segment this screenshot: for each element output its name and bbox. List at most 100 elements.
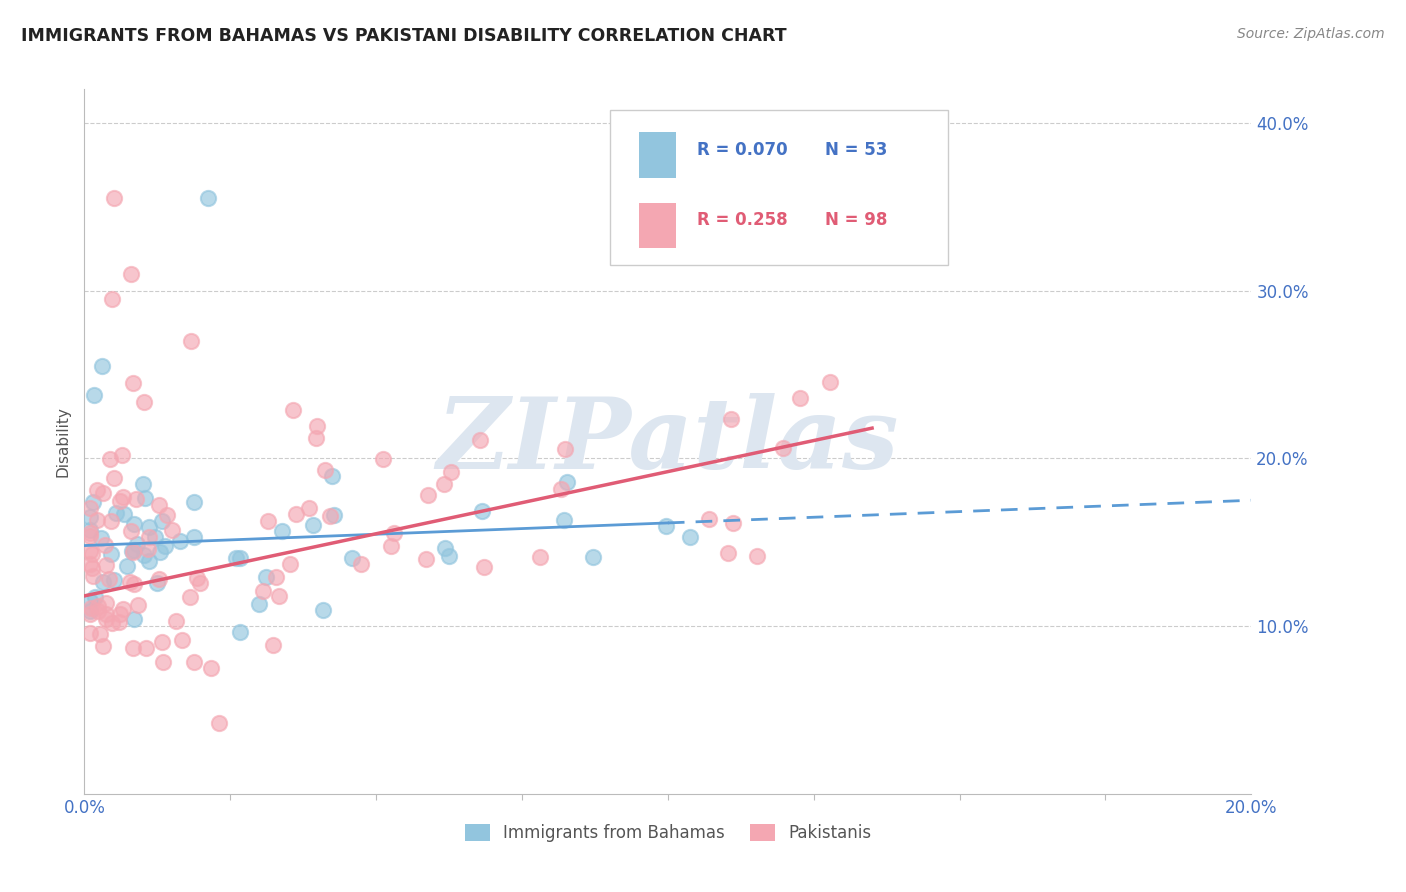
Point bbox=[82, 569, 104, 583]
Point bbox=[103, 471, 125, 485]
Text: Source: ZipAtlas.com: Source: ZipAtlas.com bbox=[1237, 27, 1385, 41]
Point bbox=[94, 558, 117, 573]
Point bbox=[79, 625, 101, 640]
Point bbox=[121, 545, 143, 559]
Point bbox=[136, 542, 159, 557]
Point bbox=[143, 530, 166, 544]
Point bbox=[79, 509, 101, 524]
Point bbox=[179, 591, 201, 605]
Point bbox=[121, 641, 143, 656]
Text: R = 0.258: R = 0.258 bbox=[697, 211, 787, 229]
Point bbox=[529, 550, 551, 565]
Point bbox=[127, 598, 149, 612]
Legend: Immigrants from Bahamas, Pakistanis: Immigrants from Bahamas, Pakistanis bbox=[458, 817, 877, 849]
Point bbox=[433, 476, 456, 491]
Point bbox=[101, 292, 124, 306]
Point bbox=[416, 488, 439, 502]
Point bbox=[655, 519, 678, 533]
Point bbox=[79, 524, 101, 538]
Point bbox=[115, 559, 138, 574]
FancyBboxPatch shape bbox=[610, 111, 948, 266]
Point bbox=[153, 539, 176, 553]
Point bbox=[254, 570, 277, 584]
Point bbox=[125, 491, 148, 506]
Point bbox=[818, 376, 841, 390]
Point bbox=[93, 486, 115, 500]
Point bbox=[437, 549, 460, 563]
Point bbox=[340, 550, 363, 565]
Point bbox=[91, 359, 114, 373]
Point bbox=[80, 600, 103, 615]
Point bbox=[165, 614, 187, 628]
Point bbox=[79, 544, 101, 558]
Point bbox=[84, 591, 107, 605]
Point bbox=[79, 594, 101, 608]
Point bbox=[134, 548, 156, 562]
Point bbox=[138, 554, 160, 568]
Point bbox=[305, 431, 328, 445]
Point bbox=[79, 557, 101, 571]
Point bbox=[298, 500, 321, 515]
Point bbox=[150, 635, 173, 649]
Point bbox=[79, 501, 101, 516]
Text: N = 98: N = 98 bbox=[825, 211, 887, 229]
Point bbox=[208, 716, 231, 731]
Point bbox=[96, 596, 118, 610]
Point bbox=[148, 545, 170, 559]
Point bbox=[772, 441, 794, 455]
Bar bbox=[638, 202, 676, 249]
Point bbox=[104, 507, 127, 521]
Point bbox=[132, 394, 155, 409]
Bar bbox=[638, 132, 676, 178]
Point bbox=[135, 640, 157, 655]
Point bbox=[112, 508, 135, 522]
Point bbox=[138, 520, 160, 534]
Point bbox=[285, 508, 308, 522]
Point bbox=[183, 495, 205, 509]
Point bbox=[100, 514, 122, 528]
Point bbox=[152, 655, 174, 669]
Point bbox=[120, 267, 142, 281]
Point bbox=[188, 575, 211, 590]
Point bbox=[87, 599, 110, 613]
Point bbox=[582, 549, 605, 564]
Point bbox=[122, 543, 145, 558]
Point bbox=[321, 469, 343, 483]
Point bbox=[79, 529, 101, 543]
Point bbox=[112, 602, 135, 616]
Point bbox=[280, 558, 302, 572]
Point bbox=[371, 451, 394, 466]
Point bbox=[433, 541, 456, 555]
Point bbox=[98, 452, 121, 467]
Point bbox=[229, 624, 252, 639]
Point bbox=[110, 493, 132, 508]
Point bbox=[148, 498, 170, 512]
Point bbox=[269, 589, 291, 603]
Point bbox=[122, 612, 145, 626]
Text: R = 0.070: R = 0.070 bbox=[697, 141, 787, 159]
Point bbox=[172, 633, 194, 648]
Point bbox=[322, 508, 344, 523]
Point bbox=[100, 616, 122, 631]
Point bbox=[94, 538, 117, 552]
Point bbox=[314, 463, 336, 477]
Point bbox=[98, 573, 121, 587]
Point bbox=[717, 546, 740, 560]
Point bbox=[103, 573, 125, 587]
Point bbox=[789, 392, 811, 406]
Point bbox=[96, 607, 118, 621]
Point bbox=[301, 517, 323, 532]
Point bbox=[108, 607, 131, 621]
Point bbox=[79, 526, 101, 541]
Point bbox=[89, 626, 111, 640]
Point bbox=[720, 412, 742, 426]
Point bbox=[103, 191, 125, 205]
Point bbox=[747, 549, 769, 563]
Point bbox=[79, 607, 101, 622]
Point bbox=[111, 448, 134, 462]
Point bbox=[554, 442, 576, 457]
Point bbox=[252, 584, 274, 599]
Point bbox=[156, 508, 179, 522]
Point bbox=[160, 523, 183, 537]
Point bbox=[111, 490, 134, 504]
